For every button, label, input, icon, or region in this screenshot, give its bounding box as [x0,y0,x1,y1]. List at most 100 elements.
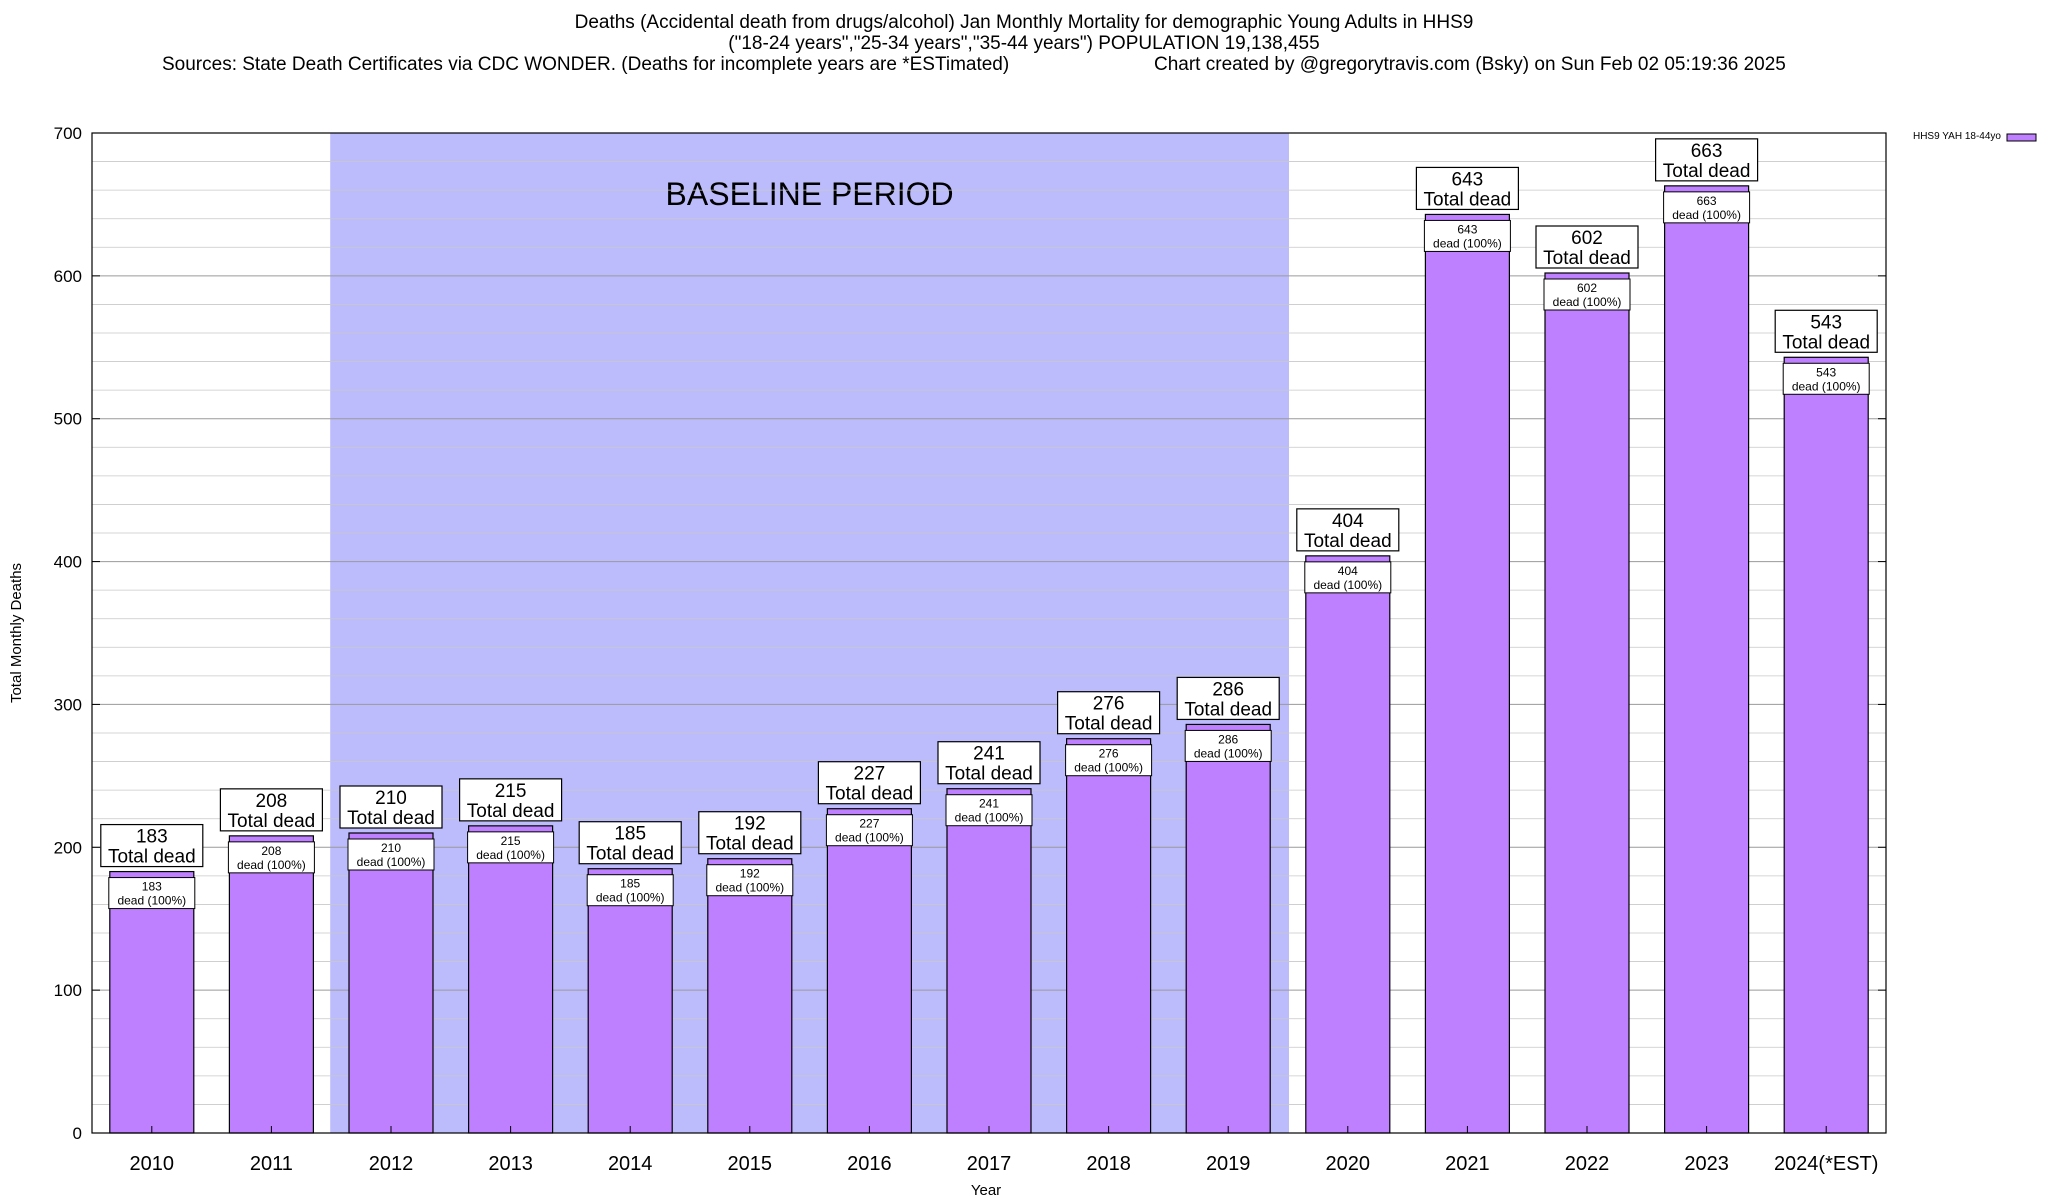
y-tick-label: 0 [73,1124,82,1143]
bar-top-suffix: Total dead [1543,248,1631,269]
baseline-period-label: BASELINE PERIOD [666,176,954,212]
bar-top-label-box [578,821,682,865]
bar-inner-value: 404 [1338,564,1358,578]
bar-top-suffix: Total dead [1304,531,1392,552]
bar-inner-label-box [1543,278,1631,311]
bar-top-value: 208 [256,791,288,812]
x-tick-label: 2010 [130,1153,175,1175]
bar-inner-value: 215 [501,834,521,848]
bar-top-value: 286 [1212,679,1244,700]
y-tick-label: 300 [54,695,82,714]
bar-inner-label-box [1663,191,1751,224]
legend-swatch [2006,133,2037,142]
bar-top-label-box [1296,508,1400,552]
x-tick-label: 2011 [250,1153,293,1175]
legend-label: HHS9 YAH 18-44yo [1913,131,2001,142]
bar-inner-percent: dead (100%) [117,894,186,908]
bar-inner-percent: dead (100%) [357,855,426,869]
bar-inner-percent: dead (100%) [1553,295,1622,309]
bar-inner-value: 286 [1218,732,1238,746]
bar [587,868,673,1134]
x-tick-label: 2015 [728,1153,773,1175]
bar-top-suffix: Total dead [228,811,316,832]
bar [1424,213,1511,1134]
bar-inner-label-box [1065,744,1153,777]
bar-inner-percent: dead (100%) [596,891,665,905]
bar-top-value: 663 [1691,141,1723,162]
bar-top-suffix: Total dead [1424,189,1512,210]
bar [826,808,913,1134]
bar-top-label-box [1056,691,1161,735]
bar-top-suffix: Total dead [1663,161,1751,182]
bar-inner-label-box [108,877,196,910]
plot-border [91,132,1887,1134]
bar-inner-value: 543 [1816,365,1836,379]
x-tick-label: 2019 [1206,1153,1251,1175]
bar-inner-percent: dead (100%) [476,848,545,862]
bar-top-value: 185 [614,824,646,845]
bar-inner-label-box [706,864,794,897]
bar-inner-value: 227 [859,817,879,831]
bar-inner-label-box [1184,729,1272,762]
x-tick-label: 2016 [847,1153,892,1175]
bar [109,870,195,1134]
bar-inner-label-box [347,838,435,871]
y-tick-label: 600 [54,267,82,286]
bar-top-label-box [1176,676,1280,721]
x-tick-label: 2013 [488,1153,533,1175]
y-tick-label: 700 [54,124,82,143]
x-tick-label: 2021 [1445,1153,1490,1175]
bar-top-label-box [100,823,204,868]
bar-inner-percent: dead (100%) [237,858,306,872]
x-tick-label: 2012 [369,1153,414,1175]
bar-inner-label-box [227,841,315,874]
chart-credit: Chart created by @gregorytravis.com (Bsk… [1154,54,1786,75]
bar-top-suffix: Total dead [347,808,435,829]
bar [1544,272,1630,1134]
bar-top-suffix: Total dead [826,784,914,805]
bar-top-label-box [339,785,443,829]
bar-inner-percent: dead (100%) [1433,236,1502,250]
x-axis-label: Year [971,1182,1001,1199]
bar [946,788,1032,1134]
bar [1305,555,1391,1134]
bar-top-label-box [459,778,563,822]
bar-inner-value: 643 [1457,222,1477,236]
x-tick-label: 2022 [1565,1153,1610,1175]
bar-top-label-box [937,741,1041,785]
bar-inner-value: 183 [142,880,162,894]
bar-inner-percent: dead (100%) [1792,379,1861,393]
bar [1065,738,1152,1134]
x-tick-label: 2017 [967,1153,1012,1175]
y-tick-label: 200 [54,838,82,857]
bar-inner-value: 663 [1697,194,1717,208]
bar-top-value: 602 [1571,228,1603,249]
bar-inner-value: 241 [979,797,999,811]
bar-top-suffix: Total dead [1184,699,1272,720]
bar [228,835,314,1134]
chart-title-line-2: ("18-24 years","25-34 years","35-44 year… [728,33,1320,54]
bar-top-label-box [1535,225,1639,269]
bar-top-value: 404 [1332,511,1364,532]
bar-top-label-box [1654,138,1759,182]
bar-top-suffix: Total dead [1782,332,1870,353]
bar [1663,185,1750,1134]
bar [1783,356,1869,1134]
bar-top-value: 543 [1810,312,1842,333]
x-tick-label: 2023 [1684,1153,1729,1175]
chart-sources: Sources: State Death Certificates via CD… [162,54,1010,75]
x-tick-label: 2014 [608,1153,653,1175]
y-tick-label: 100 [54,981,82,1000]
bar-inner-percent: dead (100%) [1672,208,1741,222]
bar-inner-value: 210 [381,841,401,855]
bar-top-value: 241 [973,744,1005,765]
bar-top-suffix: Total dead [1065,714,1153,735]
bar [468,825,554,1134]
bar-inner-percent: dead (100%) [1194,746,1263,760]
bar-top-value: 183 [136,827,168,848]
x-tick-label: 2018 [1086,1153,1131,1175]
bar [1185,723,1271,1134]
bar-inner-percent: dead (100%) [715,881,784,895]
bar-inner-value: 192 [740,867,760,881]
